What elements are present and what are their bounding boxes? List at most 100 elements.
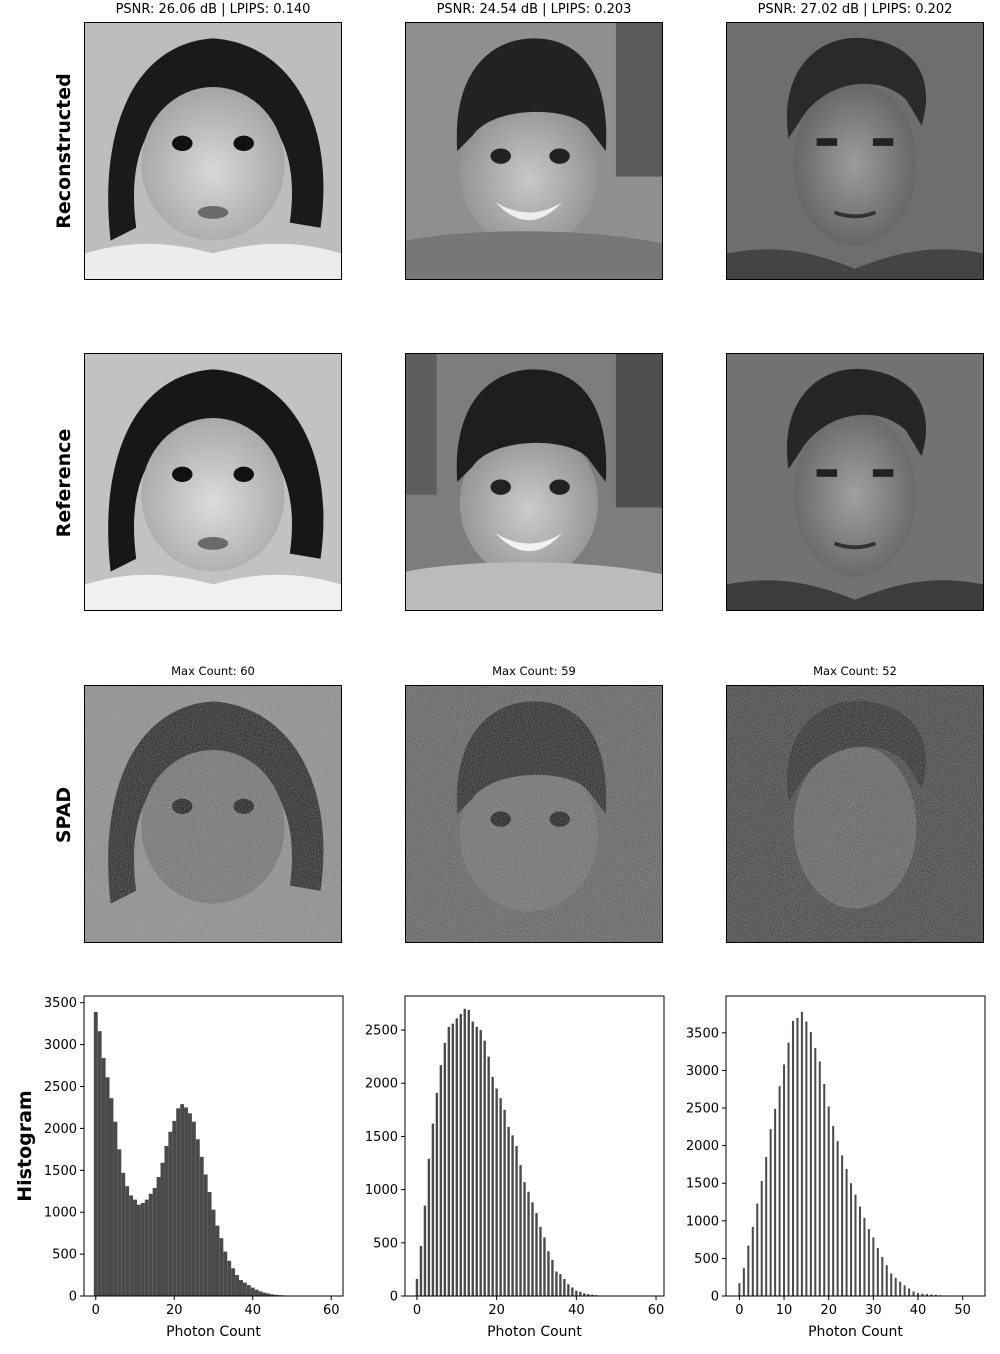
histogram-2-bar [451, 1023, 455, 1296]
spad-image-3 [726, 685, 984, 943]
x-tick-label: 60 [323, 1303, 340, 1318]
y-tick-label: 1500 [686, 1177, 719, 1192]
histogram-1-bar [129, 1195, 134, 1296]
histogram-2-bar [583, 1293, 586, 1296]
histogram-1-bar [223, 1251, 228, 1296]
reconstructed-image-3 [726, 22, 984, 280]
histogram-1-bar [105, 1077, 110, 1296]
histogram-2-frame [404, 995, 665, 1297]
x-tick-label: 0 [413, 1303, 421, 1318]
y-tick-label: 1500 [365, 1130, 398, 1145]
histogram-3-bar [823, 1083, 826, 1296]
histogram-2-bar [555, 1271, 558, 1296]
histogram-3-bar [917, 1292, 920, 1296]
histogram-3-bar [751, 1226, 754, 1296]
histogram-1-bar [121, 1172, 126, 1296]
histogram-2-bar [455, 1018, 458, 1296]
row-label-reference: Reference [53, 428, 75, 538]
histogram-3-bar [925, 1294, 928, 1296]
x-tick-label: 20 [488, 1303, 505, 1318]
histogram-1-bar [211, 1209, 216, 1296]
histogram-2-bar [551, 1259, 554, 1296]
histogram-1-bar [93, 1011, 98, 1296]
histogram-3-bar [943, 1295, 946, 1296]
histogram-1-bar [101, 1058, 106, 1296]
histogram-1-bar [187, 1113, 192, 1296]
column-3-metrics-title: PSNR: 27.02 dB | LPIPS: 0.202 [757, 2, 953, 17]
histogram-2-bar [443, 1042, 447, 1296]
histogram-1-bar [199, 1156, 204, 1296]
column-2-count-title: Max Count: 59 [492, 664, 576, 678]
histogram-1-bar [117, 1149, 122, 1296]
y-tick-label: 3500 [686, 1026, 719, 1041]
histogram-2-bar [531, 1202, 534, 1296]
histogram-3-bar [934, 1294, 937, 1296]
histogram-2-bar [519, 1165, 522, 1296]
histogram-3-bar [858, 1206, 861, 1296]
histogram-1-bar [97, 1031, 102, 1296]
histogram-2-bar [535, 1213, 538, 1296]
histogram-3-bar [827, 1106, 830, 1296]
histogram-1-bar [274, 1294, 279, 1296]
histogram-3-bar [939, 1295, 942, 1296]
histogram-2-bar [483, 1040, 486, 1296]
histogram-1-bar [172, 1120, 177, 1296]
histogram-1-bar [207, 1192, 212, 1296]
histogram-2-bar [571, 1287, 574, 1296]
histogram-2-bar [435, 1092, 439, 1296]
histogram-1-bar [152, 1187, 157, 1296]
histogram-2-bar [491, 1076, 494, 1296]
histogram-2-bar [507, 1126, 510, 1296]
reference-image-3 [726, 353, 984, 611]
column-1-count-title: Max Count: 60 [171, 664, 255, 678]
histogram-3-bar [854, 1194, 857, 1296]
spad-image-2 [405, 685, 663, 943]
histogram-1-bar [125, 1186, 130, 1296]
histogram-1-bar [227, 1260, 232, 1296]
x-tick-label: 0 [735, 1303, 743, 1318]
histogram-1-bar [133, 1199, 137, 1296]
histogram-1-bar [168, 1131, 173, 1296]
histogram-3-bar [832, 1126, 835, 1296]
histogram-2-bar [599, 1295, 602, 1296]
histogram-1-bar [109, 1098, 114, 1296]
histogram-3-bar [742, 1268, 745, 1296]
row-label-reconstructed: Reconstructed [53, 73, 75, 229]
histogram-1-bar [282, 1295, 287, 1296]
histogram-3-bar [908, 1288, 911, 1296]
y-tick-label: 2500 [44, 1080, 77, 1095]
spad-image-1 [84, 685, 342, 943]
histogram-3-bar [756, 1203, 759, 1296]
histogram-2-bar [459, 1014, 462, 1296]
histogram-1-bar [262, 1292, 267, 1296]
histogram-1-bar [136, 1204, 141, 1296]
histogram-2-bar [595, 1295, 598, 1296]
histogram-2-bar [547, 1251, 550, 1296]
histogram-3-bar [890, 1273, 893, 1296]
histogram-3-bar [800, 1011, 803, 1296]
histogram-1-bar [250, 1287, 255, 1296]
histogram-2-bar [431, 1123, 435, 1296]
histogram-3-bar [738, 1283, 741, 1296]
x-tick-label: 20 [820, 1303, 837, 1318]
y-tick-label: 1500 [44, 1164, 77, 1179]
histogram-3-bar [783, 1064, 786, 1296]
histogram-3-bar [814, 1047, 817, 1296]
histogram-1-bar [278, 1295, 283, 1296]
histogram-2-bar [539, 1226, 542, 1296]
x-tick-label: 40 [244, 1303, 261, 1318]
y-tick-label: 0 [69, 1290, 77, 1305]
x-tick-label: 10 [776, 1303, 793, 1318]
histogram-2-bar [419, 1246, 423, 1296]
histogram-2-bar [559, 1274, 562, 1296]
row-label-histogram: Histogram [14, 1090, 36, 1202]
histogram-1-bar [219, 1238, 224, 1296]
histogram-2-bar [471, 1021, 474, 1296]
histogram-2-bar [495, 1088, 498, 1296]
histogram-2-bar [579, 1291, 582, 1296]
histogram-2-bar [503, 1109, 506, 1296]
histogram-1-bar [246, 1285, 251, 1296]
histogram-2-bar [527, 1191, 530, 1296]
histogram-3-bar [774, 1108, 777, 1296]
